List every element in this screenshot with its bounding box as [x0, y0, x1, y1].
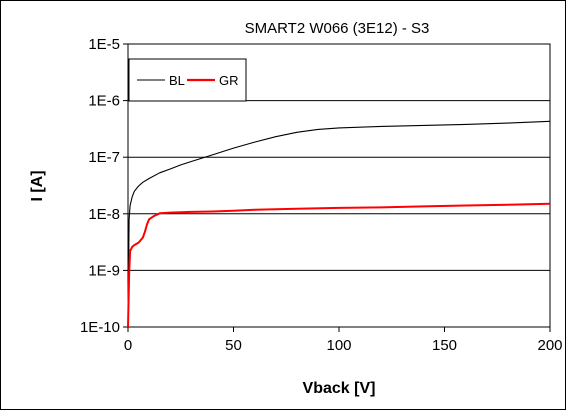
y-axis-ticks: 1E-10 1E-9 1E-8 1E-7 1E-6 1E-5 [80, 36, 128, 336]
series-line-bl [127, 120, 551, 328]
chart-title: SMART2 W066 (3E12) - S3 [245, 20, 430, 37]
y-axis-label: I [A] [29, 170, 46, 201]
x-tick-label: 0 [124, 337, 132, 354]
x-axis-label: Vback [V] [303, 380, 376, 397]
y-tick-label: 1E-6 [88, 93, 120, 110]
legend: BL GR [128, 58, 247, 102]
y-tick-label: 1E-8 [88, 206, 120, 223]
series-layer [127, 120, 551, 328]
x-tick-label: 200 [537, 337, 562, 354]
legend-label-bl: BL [169, 73, 185, 88]
grid-lines [128, 100, 550, 271]
legend-label-gr: GR [219, 73, 239, 88]
y-tick-label: 1E-9 [88, 262, 120, 279]
series-line-gr [127, 202, 551, 328]
x-tick-label: 50 [225, 337, 242, 354]
x-tick-label: 100 [326, 337, 351, 354]
y-tick-label: 1E-10 [80, 319, 120, 336]
y-tick-label: 1E-7 [88, 149, 120, 166]
y-tick-label: 1E-5 [88, 36, 120, 53]
x-axis-ticks: 0 50 100 150 200 [124, 327, 563, 354]
x-tick-label: 150 [432, 337, 457, 354]
